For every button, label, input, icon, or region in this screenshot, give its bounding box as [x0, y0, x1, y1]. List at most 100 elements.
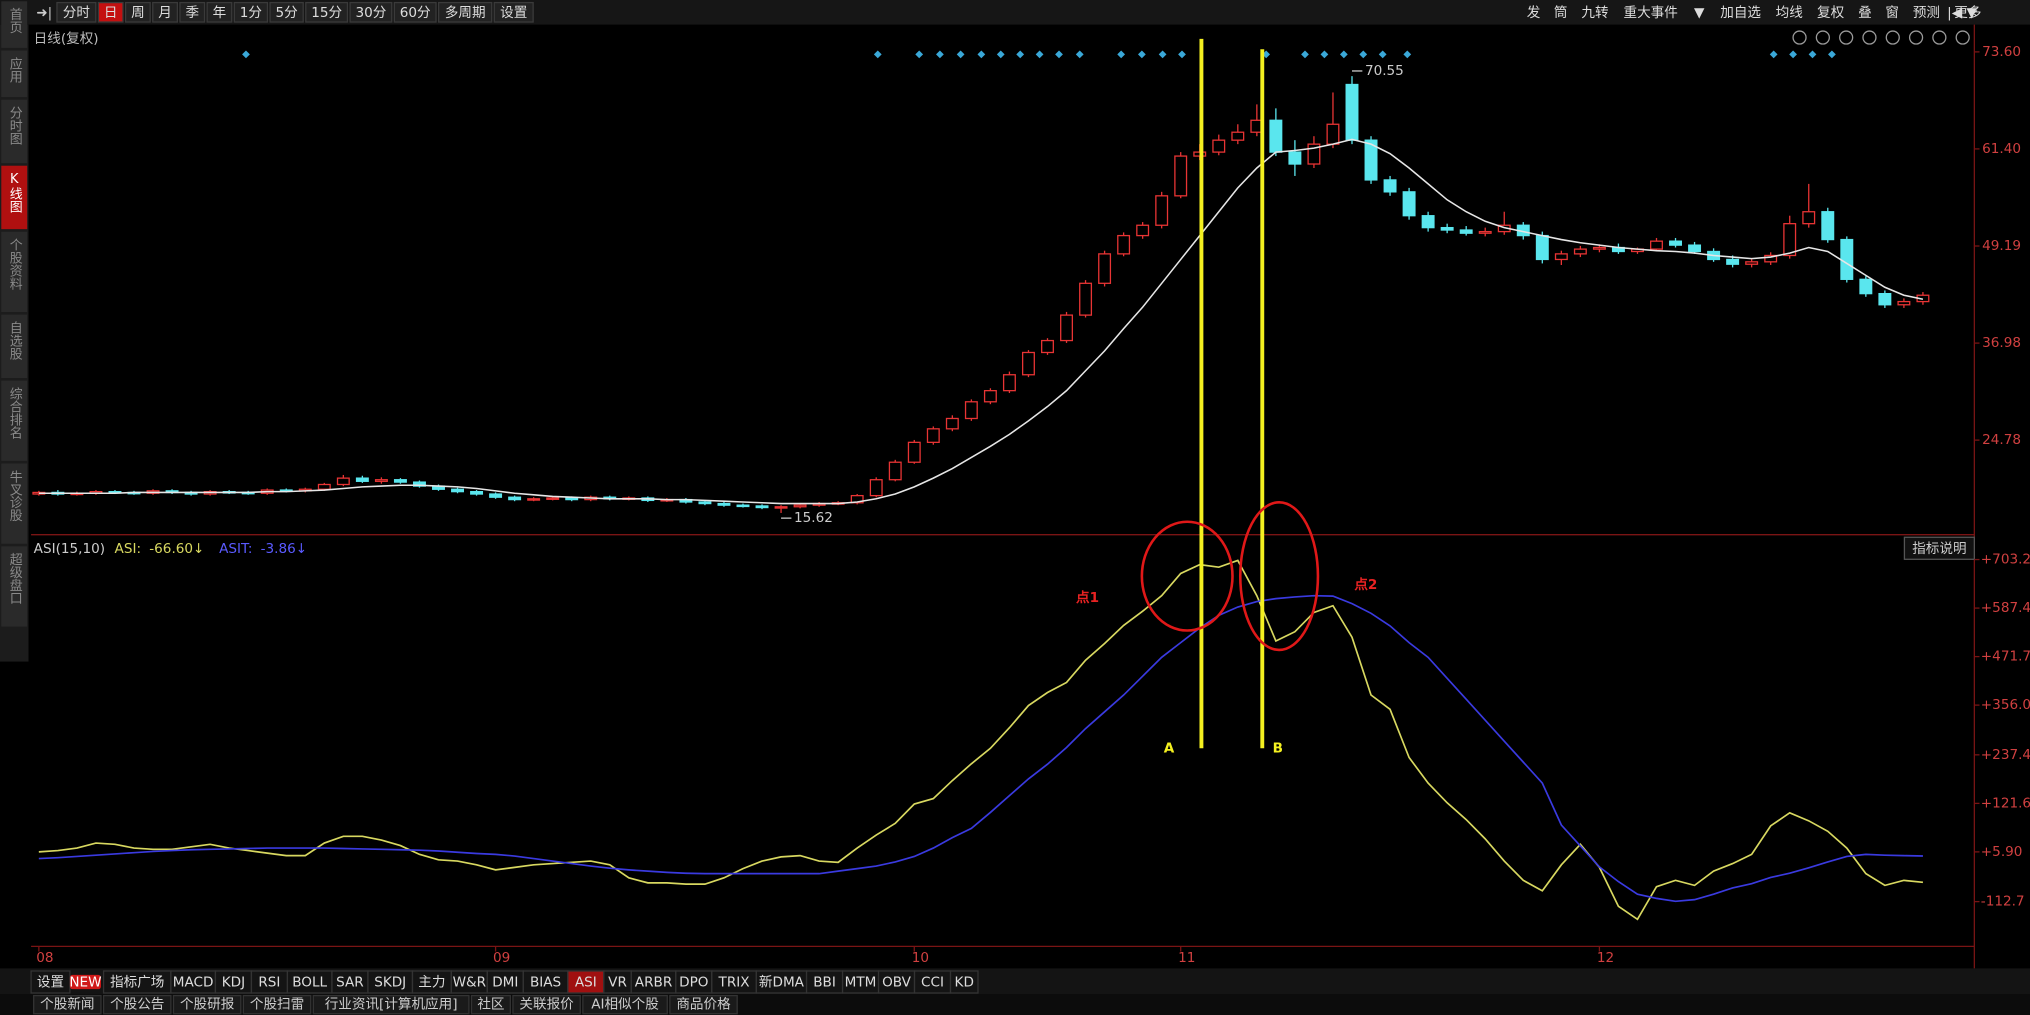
indicator-tab-label[interactable]: DPO [679, 975, 708, 991]
sidebar-tab[interactable] [1, 380, 28, 461]
indicator-tab-label[interactable]: MACD [173, 975, 214, 991]
period-button-label[interactable]: 周 [131, 5, 145, 21]
sidebar-tab-label[interactable]: 首页 [7, 8, 22, 34]
sidebar-tab-label[interactable]: 自选股 [7, 321, 22, 361]
tool-icon[interactable]: |◀ ▼ [1947, 5, 1977, 21]
indicator-tab-label[interactable]: BOLL [292, 975, 327, 991]
event-marker[interactable] [956, 50, 965, 59]
sidebar-tab[interactable] [1, 546, 28, 627]
event-marker[interactable] [1808, 50, 1817, 59]
event-marker[interactable] [1016, 50, 1025, 59]
news-tab[interactable] [102, 994, 172, 1015]
event-marker[interactable] [1828, 50, 1836, 59]
tool-button[interactable]: 发 [1527, 5, 1541, 21]
news-tab-label[interactable]: 个股扫雷 [250, 997, 304, 1013]
event-marker[interactable] [1789, 50, 1797, 59]
event-marker[interactable] [1075, 50, 1084, 59]
indicator-tab-label[interactable]: SKDJ [374, 975, 406, 991]
view-icon[interactable] [1885, 30, 1900, 45]
event-marker[interactable] [1320, 50, 1329, 59]
tool-button[interactable]: 更多 [1954, 4, 1981, 21]
indicator-tab-label[interactable]: BBI [813, 975, 836, 991]
event-marker[interactable] [242, 50, 250, 59]
period-button[interactable] [493, 1, 534, 23]
indicator-tab-label[interactable]: KD [955, 975, 974, 991]
sidebar-tab-label[interactable]: K线图 [7, 172, 22, 213]
tool-button[interactable]: 九转 [1581, 5, 1609, 21]
view-icon[interactable] [1862, 30, 1877, 45]
sidebar-tab[interactable] [1, 463, 28, 544]
indicator-tab-label[interactable]: 主力 [418, 975, 445, 991]
news-tab[interactable] [582, 994, 668, 1015]
period-button[interactable] [305, 1, 349, 23]
indicator-tab-label[interactable]: ASI [575, 975, 597, 991]
indicator-tab-label[interactable]: CCI [921, 975, 944, 991]
event-marker[interactable] [1137, 50, 1146, 59]
event-marker[interactable] [936, 50, 944, 59]
sidebar-tab[interactable] [1, 99, 28, 164]
news-tab-label[interactable]: 行业资讯[计算机应用] [325, 996, 458, 1013]
indicator-tab-label[interactable]: 指标广场 [110, 975, 164, 991]
period-button[interactable] [269, 1, 304, 23]
view-icon[interactable] [1908, 30, 1924, 45]
event-marker[interactable] [1403, 50, 1412, 59]
period-button-label[interactable]: 15分 [311, 5, 342, 21]
period-button-label[interactable]: 月 [158, 5, 172, 21]
news-tab-label[interactable]: 个股研报 [180, 997, 235, 1013]
tool-button[interactable]: 筒 [1554, 4, 1568, 21]
period-button-label[interactable]: 多周期 [445, 4, 486, 21]
news-tab-label[interactable]: 商品价格 [676, 997, 731, 1013]
news-tab[interactable] [312, 994, 470, 1015]
news-tab[interactable] [172, 994, 242, 1015]
sidebar-tab[interactable] [1, 165, 28, 230]
period-button[interactable] [152, 1, 179, 23]
view-icon[interactable] [1955, 30, 1970, 45]
news-tab-label[interactable]: 社区 [477, 997, 504, 1013]
event-marker[interactable] [915, 50, 924, 59]
view-icon[interactable] [1932, 30, 1947, 45]
period-button[interactable] [206, 1, 233, 23]
indicator-tab-label[interactable]: BIAS [530, 975, 561, 991]
tool-button[interactable]: 预测 [1913, 5, 1940, 21]
period-button[interactable] [233, 1, 269, 23]
indicator-tab-label[interactable]: OBV [882, 975, 912, 991]
indicator-tab-label[interactable]: ARBR [635, 975, 673, 991]
news-tab-label[interactable]: 关联报价 [519, 997, 574, 1013]
sidebar-tab-label[interactable]: 超级盘口 [7, 553, 22, 605]
indicator-tab-label[interactable]: 新DMA [759, 975, 805, 991]
period-button-label[interactable]: 1分 [240, 5, 263, 21]
period-button[interactable] [97, 1, 124, 23]
period-button-label[interactable]: 季 [185, 5, 199, 21]
event-marker[interactable] [1339, 50, 1348, 59]
sidebar-tab[interactable] [1, 50, 28, 98]
tool-button[interactable]: 复权 [1817, 4, 1845, 21]
indicator-tab-label[interactable]: VR [608, 975, 627, 991]
event-marker[interactable] [873, 50, 882, 59]
sidebar-tab-label[interactable]: 牛叉诊股 [7, 470, 22, 523]
event-marker[interactable] [1769, 50, 1778, 59]
period-button-label[interactable]: 5分 [276, 5, 299, 21]
sidebar-tab-label[interactable]: 综合排名 [7, 387, 22, 439]
period-button-label[interactable]: 年 [213, 5, 227, 21]
period-button[interactable] [349, 1, 393, 23]
news-tab-label[interactable]: 个股新闻 [40, 997, 94, 1013]
news-tab-label[interactable]: AI相似个股 [591, 997, 659, 1013]
event-marker[interactable] [996, 50, 1005, 59]
period-button-label[interactable]: 日 [104, 5, 118, 21]
event-marker[interactable] [1035, 50, 1044, 59]
period-button-label[interactable]: 60分 [400, 5, 431, 21]
view-icon[interactable] [1792, 30, 1807, 45]
tool-button[interactable]: 均线 [1776, 5, 1804, 21]
indicator-tab-label[interactable]: 设置 [37, 975, 64, 991]
news-tab[interactable] [669, 994, 738, 1015]
news-tab[interactable] [512, 994, 581, 1015]
indicator-tab[interactable] [949, 970, 979, 994]
event-marker[interactable] [1359, 50, 1368, 59]
sidebar-tab[interactable] [1, 1, 28, 48]
tool-button[interactable]: 窗 [1885, 4, 1899, 21]
period-button[interactable] [437, 1, 493, 23]
event-marker[interactable] [1301, 50, 1309, 59]
indicator-tab-label[interactable]: W&R [453, 975, 487, 991]
indicator-tab-label[interactable]: DMI [492, 975, 518, 991]
help-button[interactable] [1903, 536, 1975, 560]
